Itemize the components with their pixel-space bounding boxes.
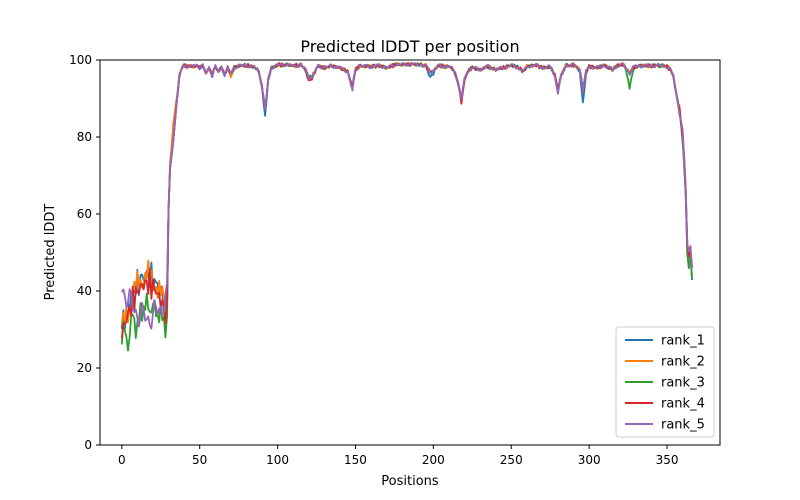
y-tick-label: 100 bbox=[69, 53, 92, 67]
axis-ticks: 0 50 100 150 200 250 300 350 0 20 40 60 80 100 bbox=[69, 53, 678, 467]
y-tick-label: 40 bbox=[77, 284, 92, 298]
legend-label-rank_2: rank_2 bbox=[661, 355, 705, 370]
series-lines bbox=[120, 62, 693, 352]
x-tick-label: 200 bbox=[422, 453, 445, 467]
y-tick-label: 60 bbox=[77, 207, 92, 221]
x-tick-label: 350 bbox=[656, 453, 679, 467]
legend-label-rank_5: rank_5 bbox=[661, 418, 705, 433]
y-tick-label: 20 bbox=[77, 361, 92, 375]
x-tick-label: 250 bbox=[500, 453, 523, 467]
legend: rank_1 rank_2 rank_3 rank_4 rank_5 bbox=[615, 326, 715, 438]
legend-label-rank_1: rank_1 bbox=[661, 334, 705, 349]
plot-area: 0 50 100 150 200 250 300 350 0 20 40 60 80 100 bbox=[69, 53, 721, 467]
y-tick-label: 80 bbox=[77, 130, 92, 144]
legend-label-rank_3: rank_3 bbox=[661, 376, 705, 391]
x-tick-label: 150 bbox=[344, 453, 367, 467]
legend-label-rank_4: rank_4 bbox=[661, 397, 705, 412]
y-tick-label: 0 bbox=[84, 438, 92, 452]
x-tick-label: 0 bbox=[118, 453, 126, 467]
x-axis-label: Positions bbox=[381, 474, 439, 489]
x-tick-label: 100 bbox=[266, 453, 289, 467]
x-tick-label: 300 bbox=[578, 453, 601, 467]
x-tick-label: 50 bbox=[192, 453, 207, 467]
legend-box bbox=[615, 326, 715, 438]
series-line-rank_5 bbox=[121, 62, 693, 330]
plot-frame bbox=[99, 59, 721, 446]
chart-title: Predicted lDDT per position bbox=[300, 37, 519, 56]
y-axis-label: Predicted lDDT bbox=[43, 204, 58, 301]
